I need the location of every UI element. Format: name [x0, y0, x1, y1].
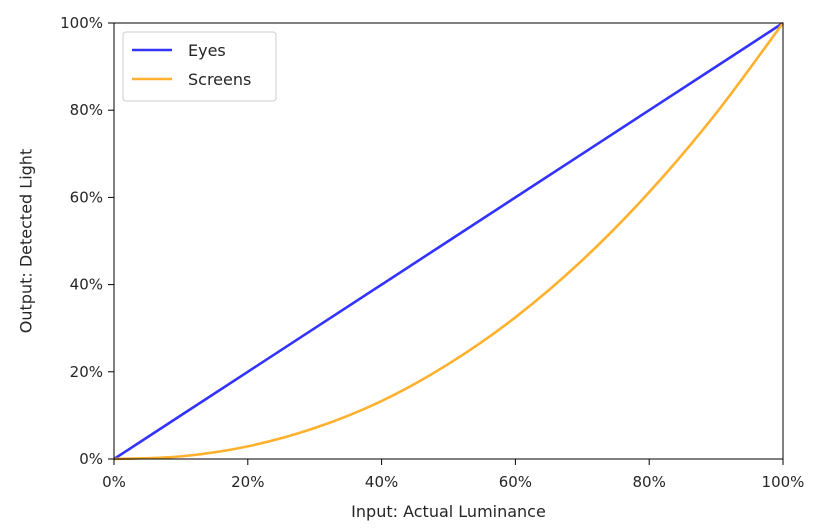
legend-label-screens: Screens — [188, 70, 251, 89]
x-tick-label: 40% — [365, 473, 398, 491]
legend: Eyes Screens — [122, 31, 277, 102]
x-tick-label: 60% — [499, 473, 532, 491]
series-line-eyes — [113, 21, 784, 461]
x-tick-label: 80% — [633, 473, 666, 491]
y-tick-label: 40% — [70, 276, 103, 294]
series-layer — [113, 21, 785, 461]
y-axis-label: Output: Detected Light — [17, 149, 36, 333]
y-axis: 0% 20% 40% 60% 80% 100% — [60, 14, 114, 468]
x-axis-label: Input: Actual Luminance — [351, 502, 546, 521]
legend-label-eyes: Eyes — [188, 41, 226, 60]
y-tick-label: 80% — [70, 101, 103, 119]
y-tick-label: 20% — [70, 363, 103, 381]
x-tick-label: 20% — [231, 473, 264, 491]
x-axis: 0% 20% 40% 60% 80% 100% — [102, 459, 804, 491]
y-tick-label: 0% — [79, 450, 103, 468]
series-line-screens — [113, 22, 785, 461]
plot-frame — [113, 22, 784, 460]
x-tick-label: 0% — [102, 473, 126, 491]
y-tick-label: 100% — [60, 14, 103, 32]
y-tick-label: 60% — [70, 188, 103, 206]
x-tick-label: 100% — [762, 473, 805, 491]
